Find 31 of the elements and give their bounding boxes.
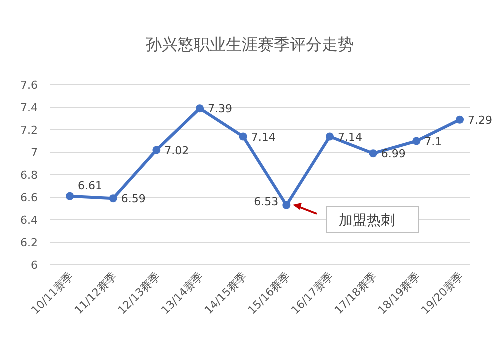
point: [412, 137, 421, 146]
y-tick-label: 7.2: [20, 124, 38, 137]
y-tick-label: 7: [31, 146, 38, 160]
y-tick-label: 6.8: [20, 169, 38, 182]
point: [196, 104, 204, 113]
data-label: 6.53: [254, 195, 279, 208]
data-label: 7.14: [251, 130, 276, 144]
data-label: 6.99: [381, 148, 406, 161]
data-label: 7.29: [468, 114, 492, 127]
point: [369, 150, 378, 158]
y-tick-label: 6.2: [20, 236, 38, 250]
chart-title: 孙兴慜职业生涯赛季评分走势: [146, 35, 354, 54]
point: [109, 194, 118, 203]
data-label: 6.61: [78, 179, 102, 192]
y-tick-label: 6.4: [20, 214, 38, 227]
point: [456, 116, 464, 124]
data-label: 7.02: [164, 144, 190, 158]
point: [66, 192, 74, 200]
point: [282, 201, 291, 210]
annotation: 加盟热刺: [339, 213, 395, 229]
data-label: 7.14: [338, 130, 362, 144]
data-label: 7.39: [208, 102, 232, 116]
point: [326, 132, 334, 141]
y-tick-label: 6: [31, 259, 38, 272]
point: [152, 146, 161, 154]
y-tick-label: 7.4: [20, 102, 38, 114]
point: [239, 132, 248, 141]
y-tick-label: 6.6: [20, 192, 38, 204]
y-tick-label: 7.6: [20, 79, 38, 92]
data-label: 7.1: [424, 135, 442, 148]
data-label: 6.59: [121, 192, 146, 206]
